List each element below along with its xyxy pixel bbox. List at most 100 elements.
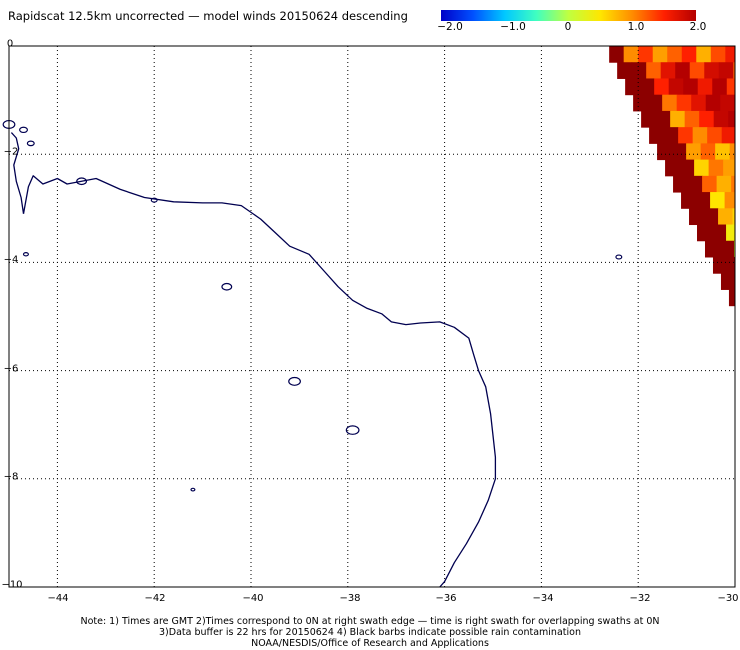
grid-layer [9, 46, 735, 587]
swath-cell [667, 46, 683, 63]
swath-cell [660, 62, 676, 79]
lat-label-neg6: −6 [3, 363, 19, 375]
swath-cell [695, 192, 711, 209]
swath-cell [633, 94, 649, 112]
swath-cell [721, 127, 736, 144]
lon-label-neg40: −40 [242, 593, 264, 604]
swath-cell [662, 94, 678, 112]
swath-cell [704, 240, 721, 258]
swath-cell [692, 127, 708, 144]
swath-cell [687, 175, 703, 193]
swath-cell [697, 224, 713, 242]
colorbar [441, 10, 696, 21]
swath-cell [655, 110, 671, 128]
swath-cell [665, 159, 681, 177]
swath-cell [716, 175, 732, 193]
swath-cell [723, 159, 736, 177]
wind-map [2, 45, 736, 588]
swath-cell [699, 110, 715, 128]
swath-cell [707, 127, 723, 144]
swath-cell [712, 78, 728, 96]
swath-cell [728, 289, 736, 307]
lat-label-neg4: −4 [3, 254, 19, 266]
swath-cell [715, 143, 731, 161]
swath-cell [683, 78, 699, 96]
swath-cell [718, 62, 734, 79]
swath-cell [719, 240, 735, 258]
swath-cell [696, 46, 712, 63]
swath-cell [718, 208, 734, 226]
swath-cell [639, 78, 655, 96]
swath-cell [697, 78, 713, 96]
lon-label-neg38: −38 [339, 593, 361, 604]
swath-cell [732, 208, 736, 226]
swath-cell [727, 256, 736, 274]
swath-cell [638, 46, 654, 63]
island [76, 177, 88, 186]
swath-cell [726, 224, 736, 242]
lon-label-neg34: −34 [532, 593, 554, 604]
swath-cell [729, 143, 736, 161]
swath-cell [711, 224, 727, 242]
lat-label-neg10: −10 [1, 579, 23, 591]
swath-cell [710, 46, 726, 63]
swath-cell [681, 192, 697, 209]
colorbar-label-neg1: −1.0 [500, 21, 526, 33]
swath-cell [689, 62, 705, 79]
swath-cell [704, 62, 720, 79]
note-line-1: Note: 1) Times are GMT 2)Times correspon… [80, 616, 660, 627]
lon-label-neg32: −32 [629, 593, 651, 604]
island [150, 197, 158, 203]
swath-cell [684, 110, 700, 128]
swath-cell [623, 46, 639, 63]
swath-cell [713, 110, 729, 128]
island [615, 254, 623, 260]
swath-cell [691, 94, 707, 112]
island [190, 487, 196, 492]
colorbar-label-0: 0 [564, 21, 572, 33]
swath-cell [703, 208, 719, 226]
swath-cell [676, 94, 692, 112]
swath-cell [694, 159, 710, 177]
island [19, 126, 28, 134]
swath-cell [631, 62, 647, 79]
swath-cell [728, 110, 736, 128]
swath-cell [663, 127, 679, 144]
island [288, 376, 301, 386]
swath-cell [700, 143, 716, 161]
swath-cell [708, 159, 724, 177]
swath-cell [647, 94, 663, 112]
swath-cell [657, 143, 673, 161]
swath-layer [609, 46, 736, 307]
colorbar-label-pos2: 2.0 [689, 21, 707, 33]
lat-label-neg8: −8 [3, 471, 19, 483]
swath-cell [679, 159, 695, 177]
island [345, 425, 360, 435]
swath-cell [678, 127, 694, 144]
swath-cell [609, 46, 625, 63]
lon-label-neg44: −44 [47, 593, 69, 604]
coastline [22, 175, 497, 588]
swath-cell [686, 143, 702, 161]
lon-label-neg36: −36 [435, 593, 457, 604]
lat-label-neg2: −2 [3, 146, 19, 158]
map-title: Rapidscat 12.5km uncorrected — model win… [8, 9, 408, 23]
swath-cell [654, 78, 670, 96]
swath-cell [731, 175, 736, 193]
lon-label-neg30: −30 [717, 593, 739, 604]
swath-cell [675, 62, 691, 79]
swath-cell [710, 192, 726, 209]
island [22, 252, 29, 257]
swath-cell [652, 46, 668, 63]
swath-cell [726, 78, 736, 96]
swath-cell [705, 94, 721, 112]
swath-cell [720, 273, 736, 290]
swath-cell [712, 256, 728, 274]
swath-cell [646, 62, 662, 79]
note-line-2: 3)Data buffer is 22 hrs for 20150624 4) … [159, 627, 581, 638]
swath-cell [617, 62, 633, 79]
map-frame [8, 45, 736, 588]
colorbar-label-neg2: −2.0 [437, 21, 463, 33]
swath-cell [670, 110, 686, 128]
footnotes: Note: 1) Times are GMT 2)Times correspon… [0, 616, 740, 649]
